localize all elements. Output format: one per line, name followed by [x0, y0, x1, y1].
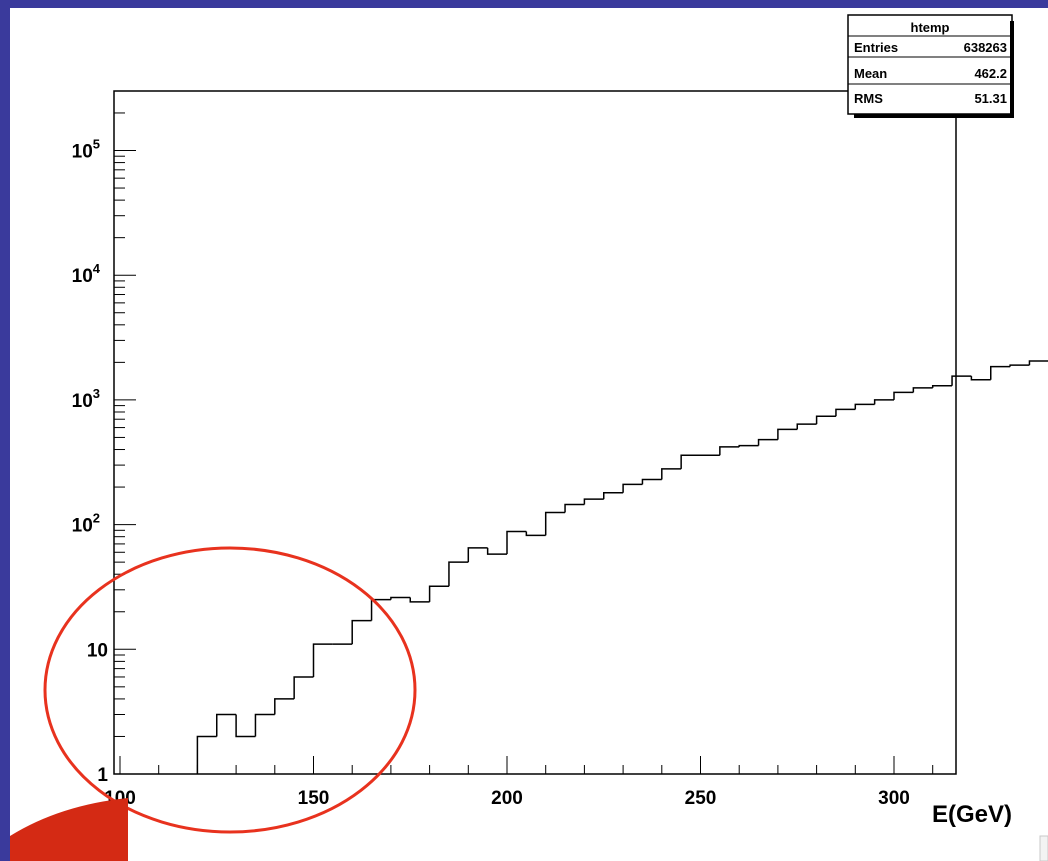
histogram-bin: [525, 531, 546, 537]
y-minor-ticks: [114, 90, 136, 775]
histogram-bin: [274, 698, 295, 715]
histogram-bin: [486, 547, 507, 555]
histogram-bin: [680, 454, 701, 469]
histogram-bin: [835, 408, 856, 417]
stats-entries-value: 638263: [964, 40, 1007, 55]
histogram-bin: [970, 376, 991, 381]
histogram-bin: [409, 597, 430, 603]
histogram-bin: [216, 713, 237, 737]
histogram-bin: [951, 375, 972, 386]
red-arrow-shape: [10, 798, 128, 861]
y-tick-label: 104: [72, 261, 101, 287]
histogram-bin: [854, 403, 875, 410]
stats-rms-label: RMS: [854, 91, 883, 106]
y-tick-label: 102: [72, 511, 100, 537]
stats-box: htemp Entries 638263 Mean 462.2 RMS 51.3…: [847, 14, 1014, 118]
histogram-bin: [293, 676, 314, 699]
histogram-bin: [641, 478, 662, 485]
y-tick-label: 10: [87, 640, 108, 661]
histogram-bin: [757, 438, 778, 446]
histogram-bin: [931, 384, 953, 388]
histogram-bin: [312, 643, 333, 677]
x-tick-label: 150: [298, 788, 330, 809]
histogram-bin: [564, 503, 585, 513]
x-axis-title: E(GeV): [932, 801, 1012, 828]
plot-frame: [113, 90, 957, 775]
x-tick-labels: 100150200250300350400450500: [104, 788, 910, 809]
histogram-bin: [719, 446, 740, 456]
histogram-bin: [467, 547, 488, 563]
histogram-bin: [196, 735, 217, 774]
corner-box: [1039, 835, 1048, 861]
y-tick-label: 105: [72, 137, 100, 163]
histogram-bin: [990, 365, 1011, 380]
histogram-bins: [196, 360, 1048, 774]
histogram-bin: [351, 619, 372, 645]
histogram-bin: [583, 498, 604, 505]
stats-mean-label: Mean: [854, 66, 887, 81]
histogram-bin: [428, 585, 449, 602]
stats-entries-label: Entries: [854, 40, 898, 55]
histogram-bin: [1009, 364, 1030, 367]
histogram-bin: [544, 511, 566, 536]
histogram-bin: [893, 391, 914, 400]
histogram-bin: [506, 530, 527, 555]
histogram-bin: [1028, 360, 1048, 366]
histogram-bin: [796, 423, 817, 430]
histogram-bin: [912, 387, 933, 393]
histogram-bin: [390, 596, 411, 600]
histogram-bin: [254, 713, 275, 737]
energy-histogram: 100150200250300350400450500 110102103104…: [10, 14, 1048, 861]
histogram-bin: [603, 492, 624, 500]
y-tick-labels: 1 10 102 103 104 105: [72, 137, 109, 787]
y-tick-label: 1: [97, 765, 108, 786]
x-tick-label: 200: [491, 788, 523, 809]
histogram-bin: [661, 468, 682, 480]
x-tick-label: 250: [685, 788, 717, 809]
histogram-bin: [738, 444, 759, 447]
plot-canvas: 100150200250300350400450500 110102103104…: [10, 8, 1048, 861]
x-ticks: [119, 756, 934, 774]
histogram-bin: [235, 714, 256, 738]
stats-title: htemp: [911, 20, 950, 35]
histogram-bin: [815, 415, 836, 425]
y-tick-label: 103: [72, 386, 100, 412]
histogram-bin: [448, 561, 469, 587]
histogram-bin: [777, 428, 798, 440]
histogram-bin: [873, 399, 894, 405]
stats-mean-value: 462.2: [974, 66, 1007, 81]
histogram-bin: [622, 483, 643, 493]
x-tick-label: 300: [878, 788, 910, 809]
highlight-circle: [43, 546, 417, 834]
stats-rms-value: 51.31: [974, 91, 1007, 106]
